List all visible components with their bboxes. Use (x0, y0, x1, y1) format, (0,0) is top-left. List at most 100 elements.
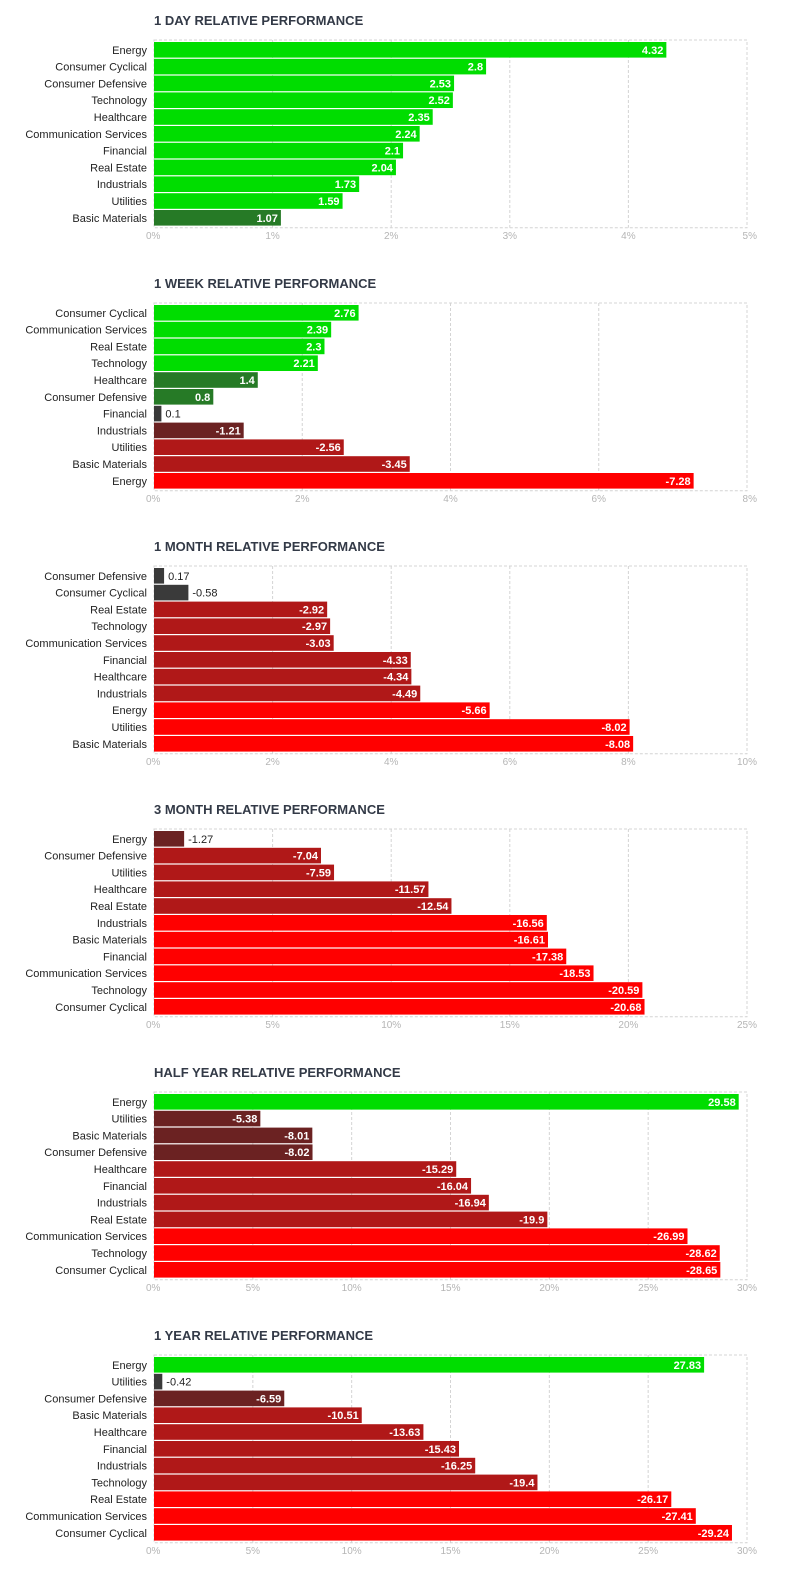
value-label: 2.21 (293, 358, 314, 370)
category-label: Utilities (112, 196, 148, 208)
tick-label: 20% (539, 1283, 559, 1294)
tick-label: 10% (342, 1283, 362, 1294)
value-label: -15.43 (425, 1444, 456, 1456)
tick-label: 25% (638, 1546, 658, 1557)
tick-label: 6% (503, 757, 518, 768)
category-label: Technology (91, 1248, 147, 1260)
bar (154, 568, 165, 584)
category-label: Utilities (112, 1114, 148, 1126)
bar (154, 982, 643, 998)
tick-label: 8% (621, 757, 636, 768)
value-label: 29.58 (708, 1097, 736, 1109)
tick-label: 20% (618, 1020, 638, 1031)
tick-label: 15% (500, 1020, 520, 1031)
bar (154, 142, 404, 159)
value-label: -8.01 (284, 1130, 309, 1142)
category-label: Financial (103, 951, 147, 963)
category-label: Energy (112, 705, 147, 717)
bar (154, 1245, 720, 1261)
chart-title: HALF YEAR RELATIVE PERFORMANCE (154, 1065, 401, 1080)
bar (154, 1373, 163, 1390)
bar (154, 372, 258, 388)
value-label: -18.53 (559, 968, 590, 980)
tick-label: 2% (265, 757, 280, 768)
category-label: Utilities (112, 1377, 148, 1389)
bar (154, 355, 318, 371)
tick-label: 8% (743, 494, 758, 505)
value-label: -3.03 (306, 638, 331, 650)
bar (154, 1441, 459, 1457)
category-label: Financial (103, 655, 147, 667)
bar (154, 338, 325, 355)
value-label: -28.65 (686, 1265, 717, 1277)
chart-title: 1 WEEK RELATIVE PERFORMANCE (154, 276, 377, 291)
category-label: Energy (112, 476, 147, 488)
value-label: -7.59 (306, 867, 331, 879)
category-label: Real Estate (90, 162, 147, 174)
value-label: -5.38 (232, 1114, 257, 1126)
value-label: 0.17 (168, 571, 189, 583)
bar (154, 948, 567, 965)
tick-label: 20% (539, 1546, 559, 1557)
value-label: 2.35 (408, 112, 429, 124)
bar (154, 1094, 739, 1110)
chart-panel-1: 1 WEEK RELATIVE PERFORMANCE 0% 2% 4% 6% 8% Con… (25, 276, 757, 505)
tick-label: 5% (265, 1020, 280, 1031)
category-label: Industrials (97, 1198, 148, 1210)
category-label: Healthcare (94, 1427, 147, 1439)
category-label: Real Estate (90, 341, 147, 353)
value-label: 1.07 (256, 213, 277, 225)
category-label: Consumer Cyclical (55, 1528, 147, 1540)
category-label: Technology (91, 985, 147, 997)
category-label: Consumer Cyclical (55, 1265, 147, 1277)
category-label: Technology (91, 95, 147, 107)
value-label: -16.61 (514, 935, 545, 947)
category-label: Energy (112, 1360, 147, 1372)
value-label: -8.02 (602, 722, 627, 734)
value-label: -2.92 (299, 604, 324, 616)
value-label: -19.9 (519, 1214, 544, 1226)
category-label: Communication Services (25, 1511, 147, 1523)
category-label: Energy (112, 45, 147, 57)
category-label: Utilities (112, 867, 148, 879)
bar (154, 1262, 721, 1278)
tick-label: 15% (440, 1546, 460, 1557)
category-label: Healthcare (94, 1164, 147, 1176)
value-label: -7.04 (293, 851, 319, 863)
value-label: -29.24 (698, 1528, 730, 1540)
category-label: Industrials (97, 179, 148, 191)
bar (154, 931, 548, 948)
category-label: Financial (103, 146, 147, 158)
value-label: -19.4 (509, 1477, 535, 1489)
category-label: Real Estate (90, 1214, 147, 1226)
bar (154, 305, 359, 321)
value-label: -8.08 (605, 739, 630, 751)
value-label: -16.25 (441, 1461, 472, 1473)
chart-panel-2: 1 MONTH RELATIVE PERFORMANCE 0% 2% 4% 6% 8% 10… (25, 539, 757, 768)
value-label: -4.49 (392, 688, 417, 700)
chart-panel-3: 3 MONTH RELATIVE PERFORMANCE 0% 5% 10% 15% 20… (25, 802, 757, 1031)
bar (154, 847, 321, 864)
category-label: Technology (91, 1477, 147, 1489)
category-label: Real Estate (90, 901, 147, 913)
category-label: Healthcare (94, 672, 147, 684)
value-label: 2.04 (372, 162, 394, 174)
value-label: -1.21 (216, 425, 241, 437)
value-label: -16.56 (513, 918, 544, 930)
value-label: 0.1 (165, 409, 180, 421)
bar (154, 618, 331, 634)
value-label: -27.41 (662, 1511, 693, 1523)
bar (154, 1525, 732, 1541)
category-label: Communication Services (25, 129, 147, 141)
bar (154, 1178, 472, 1194)
bar (154, 831, 185, 847)
tick-label: 0% (146, 1283, 161, 1294)
chart-title: 1 MONTH RELATIVE PERFORMANCE (154, 539, 385, 554)
value-label: -28.62 (686, 1248, 717, 1260)
category-label: Financial (103, 409, 147, 421)
value-label: 2.53 (430, 78, 451, 90)
tick-label: 0% (146, 1546, 161, 1557)
bar (154, 42, 667, 58)
value-label: 1.59 (318, 196, 339, 208)
